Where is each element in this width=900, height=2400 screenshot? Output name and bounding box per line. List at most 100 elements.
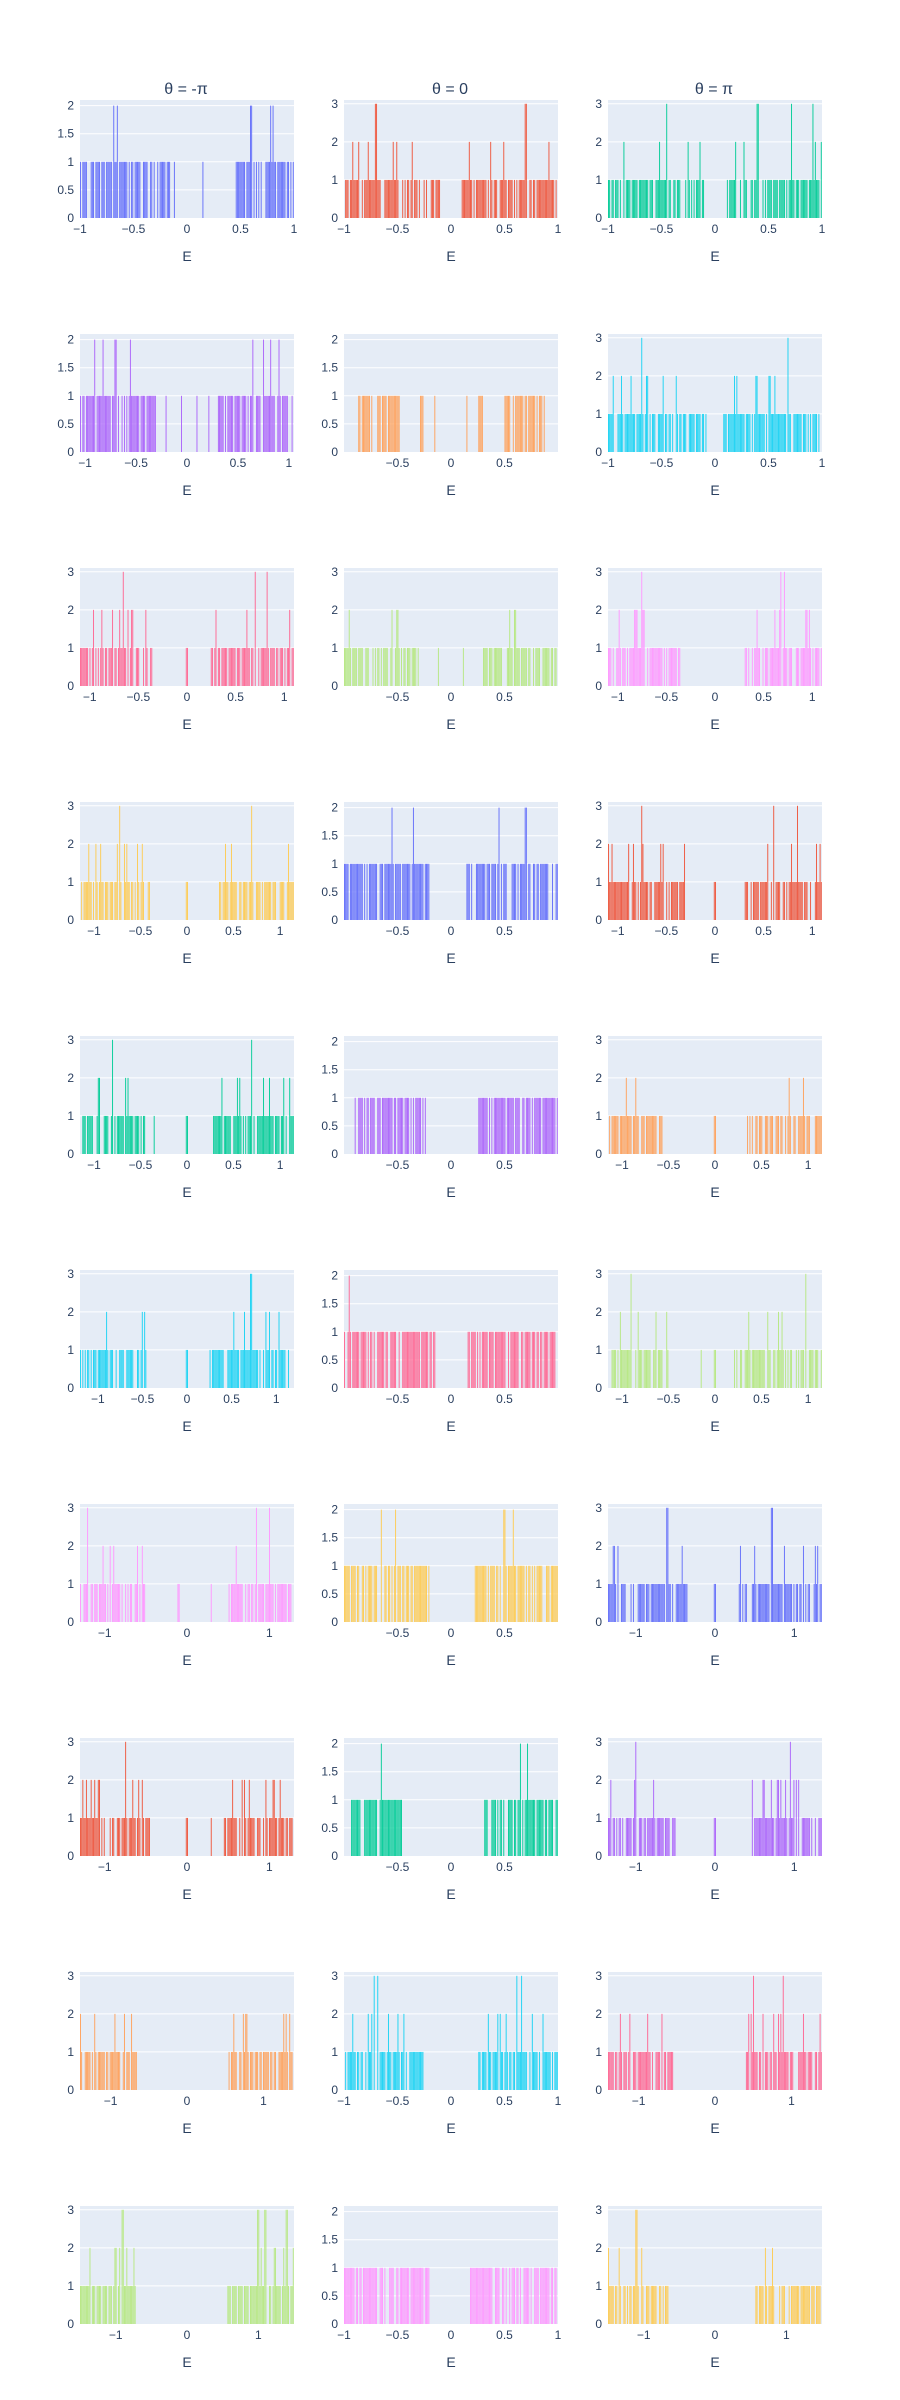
histogram-bar: [134, 1115, 136, 1154]
x-tick-label: 0.5: [223, 1392, 240, 1406]
histogram-bar: [118, 1817, 119, 1856]
histogram-bar: [358, 2051, 360, 2090]
histogram-bar: [260, 1583, 262, 1622]
histogram-bar: [475, 179, 477, 218]
histogram-bar: [473, 1331, 475, 1388]
histogram-bar: [240, 1583, 242, 1622]
histogram-bar: [137, 161, 138, 218]
histogram-bar: [377, 1331, 379, 1388]
histogram-bar: [392, 2051, 394, 2090]
histogram-bar: [357, 2267, 359, 2324]
histogram-bar: [609, 1115, 611, 1154]
histogram-bar: [695, 179, 697, 218]
histogram-bar: [422, 2051, 424, 2090]
histogram-bar: [289, 1583, 291, 1622]
histogram-bar: [399, 1799, 401, 1856]
x-tick-label: 0: [184, 222, 191, 236]
histogram-bar: [128, 1115, 130, 1154]
histogram-bar: [612, 1817, 614, 1856]
histogram-bar: [257, 1349, 259, 1388]
histogram-bar: [668, 1817, 670, 1856]
histogram-bar: [547, 2051, 549, 2090]
histogram-bar: [655, 2285, 657, 2324]
histogram-bar: [383, 395, 385, 452]
histogram-bar: [101, 161, 103, 218]
histogram-bar: [543, 647, 545, 686]
histogram-bar: [484, 179, 486, 218]
histogram-bar: [467, 863, 469, 920]
histogram-bar: [484, 647, 486, 686]
histogram-bar: [288, 647, 289, 686]
histogram-bar: [715, 1583, 716, 1622]
histogram-bar: [643, 179, 645, 218]
histogram-bar: [631, 881, 633, 920]
histogram-bar: [107, 395, 109, 452]
histogram-bar: [421, 863, 423, 920]
histogram-bar: [265, 1779, 267, 1856]
x-tick-label: −0.5: [129, 924, 153, 938]
histogram-bar: [250, 2285, 251, 2324]
subplot-r6-c2: 00.511.52−0.5 0 0.5E: [321, 1269, 558, 1434]
histogram-bar: [376, 863, 378, 920]
x-axis-title: E: [182, 1184, 191, 1200]
histogram-bar: [144, 395, 146, 452]
histogram-bar: [808, 1349, 810, 1388]
histogram-bar: [80, 1349, 81, 1388]
histogram-bar: [382, 1097, 383, 1154]
histogram-bar: [220, 395, 222, 452]
histogram-bar: [758, 1349, 760, 1388]
histogram-bar: [474, 1331, 476, 1388]
histogram-bar: [818, 2051, 820, 2090]
histogram-bar: [515, 395, 517, 452]
histogram-bar: [373, 1097, 375, 1154]
histogram-bars: [344, 1509, 558, 1622]
histogram-bar: [437, 179, 439, 218]
histogram-bar: [376, 2267, 378, 2324]
histogram-bar: [795, 1583, 797, 1622]
histogram-bar: [770, 1507, 772, 1622]
histogram-bar: [528, 863, 530, 920]
histogram-bar: [610, 1583, 612, 1622]
histogram-bar: [761, 1349, 763, 1388]
histogram-bar: [540, 179, 542, 218]
histogram-bar: [382, 1799, 383, 1856]
histogram-bar: [103, 1115, 105, 1154]
histogram-bar: [498, 1097, 500, 1154]
histogram-bar: [756, 1349, 758, 1388]
histogram-bar: [401, 647, 402, 686]
histogram-bar: [187, 1115, 188, 1154]
histogram-bar: [627, 413, 628, 452]
x-tick-label: −0.5: [655, 690, 679, 704]
y-tick-label: 3: [595, 565, 602, 579]
histogram-bar: [525, 1799, 527, 1856]
histogram-bar: [516, 395, 518, 452]
histogram-bar: [214, 1349, 216, 1388]
histogram-bar: [112, 395, 114, 452]
histogram-bar: [782, 1349, 784, 1388]
histogram-bar: [391, 807, 393, 920]
histogram-bar: [747, 413, 749, 452]
y-tick-label: 2: [331, 1269, 338, 1283]
y-tick-label: 2: [331, 2007, 338, 2021]
y-tick-label: 3: [67, 1501, 74, 1515]
histogram-bar: [756, 2051, 758, 2090]
histogram-bar: [282, 1115, 284, 1154]
histogram-bar: [624, 1583, 626, 1622]
histogram-bar: [799, 881, 801, 920]
histogram-bar: [466, 179, 468, 218]
histogram-bar: [245, 1583, 247, 1622]
histogram-bar: [286, 2209, 288, 2324]
histogram-bar: [472, 1331, 474, 1388]
histogram-bar: [376, 103, 378, 218]
histogram-bar: [355, 1331, 357, 1388]
histogram-bar: [387, 1097, 389, 1154]
histogram-bar: [232, 647, 234, 686]
x-tick-label: 1: [286, 456, 293, 470]
histogram-bar: [121, 647, 123, 686]
histogram-bar: [789, 1583, 791, 1622]
histogram-bar: [799, 413, 801, 452]
y-tick-label: 0.5: [321, 417, 338, 431]
histogram-bar: [804, 1817, 806, 1856]
y-tick-label: 1.5: [321, 1765, 338, 1779]
histogram-bar: [504, 1097, 506, 1154]
